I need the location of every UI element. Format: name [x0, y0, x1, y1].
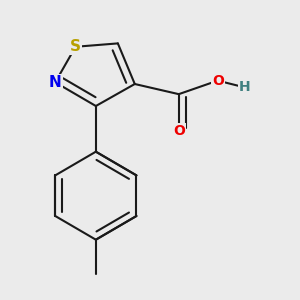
Text: S: S — [70, 39, 81, 54]
Text: H: H — [239, 80, 250, 94]
Text: O: O — [212, 74, 224, 88]
Text: O: O — [173, 124, 185, 138]
Text: N: N — [49, 75, 61, 90]
